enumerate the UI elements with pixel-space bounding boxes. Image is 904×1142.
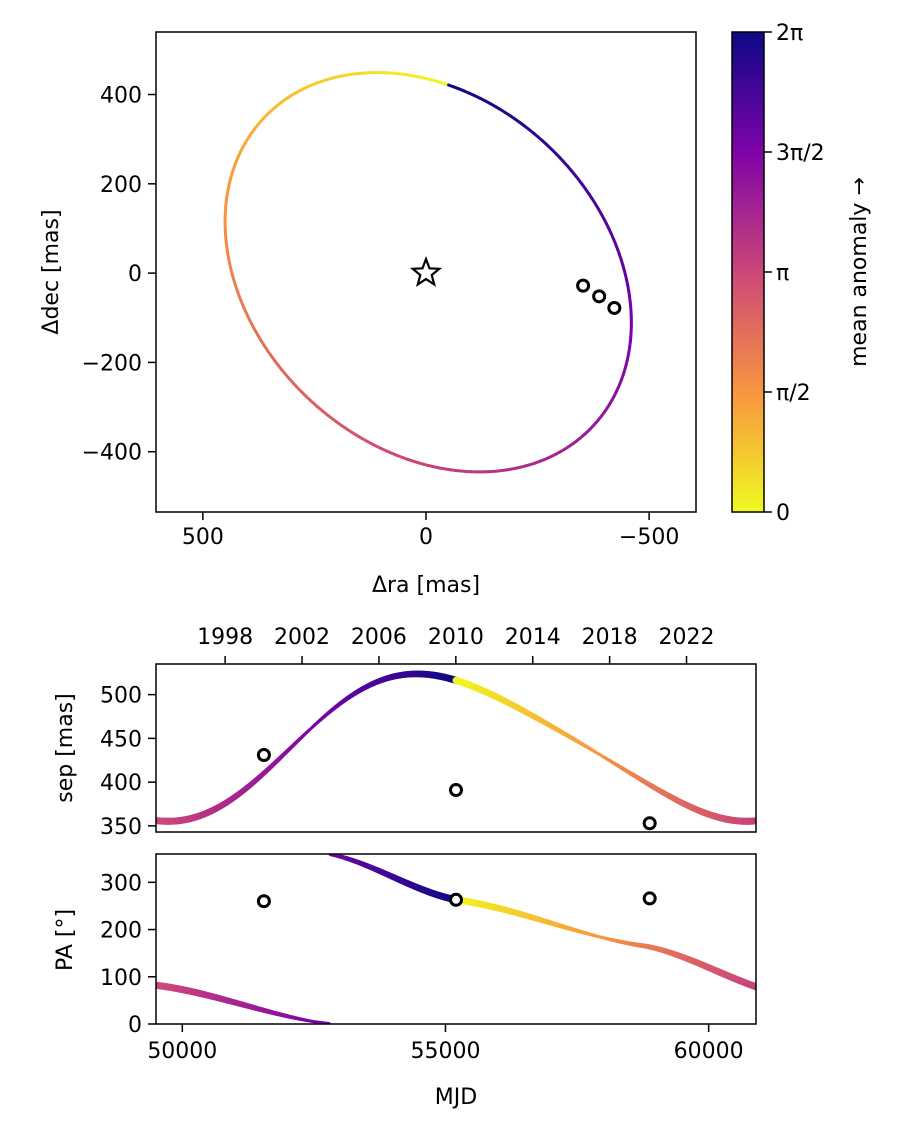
- y-tick-label: 300: [100, 871, 142, 896]
- orbit-panel: 500 0 −500 −400 −200 0 200 400 Δra [mas] Δdec …: [39, 31, 697, 598]
- y-tick-label: 200: [100, 919, 142, 944]
- x-tick-label: 55000: [410, 1039, 480, 1064]
- orbit-x-label: Δra [mas]: [372, 573, 480, 598]
- y-tick-label: −200: [82, 351, 142, 376]
- observation-marker: [592, 289, 607, 304]
- colorbar-label: mean anomaly →: [847, 177, 872, 367]
- pa-segment: [754, 984, 756, 991]
- observation-marker: [449, 892, 463, 907]
- colorbar: 0 π/2 π 3π/2 2π mean anomaly →: [731, 21, 872, 526]
- pa-segment: [762, 989, 764, 990]
- observation-marker: [607, 300, 622, 315]
- y-tick-label: 500: [100, 684, 142, 709]
- x-tick-label: 50000: [147, 1039, 217, 1064]
- year-tick-label: 2014: [505, 625, 561, 650]
- observation-marker: [642, 816, 657, 831]
- x-tick-label: −500: [619, 525, 679, 550]
- colorbar-gradient: [731, 31, 765, 513]
- sep-y-label: sep [mas]: [53, 693, 78, 803]
- colorbar-ticks: 0 π/2 π 3π/2 2π: [764, 21, 825, 526]
- star-marker: [409, 256, 443, 287]
- observation-marker: [256, 894, 271, 909]
- pa-y-label: PA [°]: [53, 909, 78, 971]
- year-tick-label: 2002: [274, 625, 330, 650]
- colorbar-tick-label: 0: [776, 501, 790, 526]
- pa-axes-frame: [155, 853, 757, 1025]
- star-icon: [409, 256, 443, 287]
- pa-segment: [760, 988, 762, 989]
- y-tick-label: 0: [128, 262, 142, 287]
- colorbar-tick-label: π/2: [776, 381, 811, 406]
- year-tick-label: 2006: [351, 625, 407, 650]
- pa-y-ticks: 0 100 200 300: [100, 871, 156, 1038]
- separation-panel: 350 400 450 500 1998 2002 2006 2010 2014 2018 202…: [53, 625, 757, 840]
- colorbar-tick-label: 3π/2: [776, 141, 825, 166]
- orbit-y-label: Δdec [mas]: [39, 209, 64, 334]
- y-tick-label: −400: [82, 441, 142, 466]
- observation-marker: [256, 748, 271, 762]
- sep-y-ticks: 350 400 450 500: [100, 684, 156, 840]
- pa-curve: [156, 854, 764, 1024]
- x-tick-label: 60000: [674, 1039, 744, 1064]
- y-tick-label: 400: [100, 84, 142, 109]
- year-tick-label: 2018: [582, 625, 638, 650]
- year-tick-label: 2022: [659, 625, 715, 650]
- orbit-segment: [447, 83, 456, 89]
- pa-observations: [256, 891, 657, 909]
- colorbar-tick-label: 2π: [776, 21, 803, 46]
- separation-observations: [256, 748, 657, 831]
- pa-x-label: MJD: [435, 1085, 477, 1110]
- orbit-y-ticks: −400 −200 0 200 400: [82, 84, 156, 466]
- x-tick-label: 500: [182, 525, 224, 550]
- y-tick-label: 200: [100, 173, 142, 198]
- y-tick-label: 0: [128, 1013, 142, 1038]
- separation-curve: [156, 670, 756, 825]
- pa-panel: 50000 55000 60000 0 100 200 300 MJD PA [°]: [53, 853, 764, 1110]
- observation-marker: [642, 891, 657, 906]
- y-tick-label: 450: [100, 727, 142, 752]
- orbit-observations: [576, 278, 622, 315]
- observation-marker: [576, 278, 591, 293]
- orbit-x-ticks: 500 0 −500: [182, 512, 679, 550]
- observation-marker: [449, 783, 463, 797]
- orbit-curve: [223, 71, 633, 474]
- year-tick-label: 1998: [197, 625, 253, 650]
- y-tick-label: 100: [100, 966, 142, 991]
- x-tick-label: 0: [419, 525, 433, 550]
- colorbar-tick-label: π: [776, 261, 789, 286]
- y-tick-label: 400: [100, 771, 142, 796]
- pa-x-ticks: 50000 55000 60000: [147, 1024, 744, 1064]
- sep-axes-frame: [155, 663, 757, 833]
- sep-year-ticks: 1998 2002 2006 2010 2014 2018 2022: [197, 625, 715, 664]
- y-tick-label: 350: [100, 815, 142, 840]
- year-tick-label: 2010: [428, 625, 484, 650]
